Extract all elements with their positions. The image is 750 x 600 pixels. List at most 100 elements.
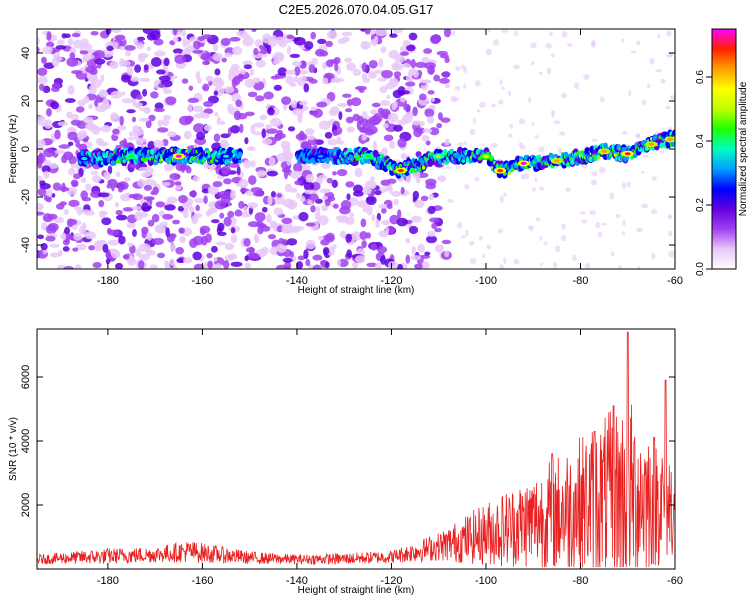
noise-cell xyxy=(79,130,88,139)
x-tick-label: -160 xyxy=(191,275,213,287)
noise-cell xyxy=(99,211,109,216)
noise-cell xyxy=(153,38,164,46)
noise-cell xyxy=(105,29,112,35)
colorbar: 0.0 0.2 0.4 0.6 Normalized spectral amplitu… xyxy=(695,28,749,276)
noise-cell xyxy=(88,245,96,251)
noise-cell xyxy=(37,156,43,164)
noise-cell xyxy=(305,258,311,267)
noise-cell xyxy=(261,138,273,145)
noise-cell xyxy=(454,85,461,91)
noise-cell xyxy=(377,107,385,114)
colorbar-tick-label: 0.4 xyxy=(695,134,706,148)
noise-cell xyxy=(272,60,281,65)
noise-cell xyxy=(559,131,566,136)
snr-series-line xyxy=(37,331,675,568)
noise-cell xyxy=(572,254,577,262)
noise-cell xyxy=(141,226,149,235)
noise-cell xyxy=(42,213,53,222)
noise-cell xyxy=(266,170,279,177)
x-tick-label: -100 xyxy=(475,275,497,287)
noise-cell xyxy=(183,210,189,219)
noise-cell xyxy=(460,235,466,239)
noise-cell xyxy=(71,69,83,75)
noise-cell xyxy=(332,204,339,209)
noise-cell xyxy=(70,163,80,169)
noise-cell xyxy=(79,225,87,235)
noise-cell xyxy=(286,45,291,55)
noise-cell xyxy=(431,222,438,229)
noise-cell xyxy=(131,206,142,211)
noise-cell xyxy=(213,43,219,52)
noise-cell xyxy=(497,228,503,234)
noise-cell xyxy=(378,230,389,238)
noise-cell xyxy=(236,30,248,37)
noise-cell xyxy=(92,262,102,269)
noise-cell xyxy=(650,209,658,215)
noise-cell xyxy=(274,133,282,142)
noise-cell xyxy=(381,207,387,214)
colorbar-fill xyxy=(712,29,736,269)
noise-cell xyxy=(117,125,127,131)
noise-cell xyxy=(316,101,328,108)
noise-cell xyxy=(223,216,232,227)
noise-cell xyxy=(360,218,367,228)
signal-cell xyxy=(584,147,591,156)
noise-cell xyxy=(43,170,50,179)
noise-cell xyxy=(351,261,359,269)
noise-cell xyxy=(307,199,313,205)
noise-cell xyxy=(371,102,381,108)
noise-cell xyxy=(192,49,204,54)
noise-cell xyxy=(211,219,220,224)
noise-cell xyxy=(553,120,561,125)
noise-cell xyxy=(642,154,649,158)
noise-cell xyxy=(212,52,223,62)
noise-cell xyxy=(433,74,441,82)
noise-cell xyxy=(152,237,164,245)
noise-cell xyxy=(294,180,302,186)
noise-cell xyxy=(550,53,556,58)
noise-cell xyxy=(214,111,219,117)
noise-cell xyxy=(474,80,481,87)
noise-cell xyxy=(43,147,55,158)
noise-cell xyxy=(380,46,387,54)
noise-cell xyxy=(56,264,66,269)
noise-cell xyxy=(207,260,213,269)
noise-cell xyxy=(337,102,348,108)
noise-cell xyxy=(139,77,151,82)
noise-cell xyxy=(37,203,44,211)
noise-cell xyxy=(115,144,123,149)
noise-cell xyxy=(195,71,201,80)
noise-cell xyxy=(230,261,243,267)
noise-cell xyxy=(213,256,218,262)
noise-cell xyxy=(396,217,408,227)
noise-cell xyxy=(91,125,101,135)
noise-cell xyxy=(72,39,84,49)
noise-cell xyxy=(317,38,327,45)
noise-cell xyxy=(146,46,152,51)
noise-cell xyxy=(307,135,316,141)
noise-cell xyxy=(219,139,229,149)
noise-cell xyxy=(261,206,268,213)
noise-cell xyxy=(105,258,111,265)
noise-cell xyxy=(230,234,238,244)
noise-cell xyxy=(660,150,664,154)
noise-cell xyxy=(195,204,200,212)
noise-cell xyxy=(145,119,152,129)
noise-cell xyxy=(282,257,293,263)
noise-cell xyxy=(296,261,304,269)
noise-cell xyxy=(233,110,242,121)
noise-cell xyxy=(479,101,486,108)
noise-cell xyxy=(503,192,507,197)
noise-cell xyxy=(334,61,339,72)
noise-cell xyxy=(161,119,170,126)
noise-cell xyxy=(210,245,218,253)
noise-cell xyxy=(69,47,77,54)
noise-cell xyxy=(345,233,352,243)
noise-cell xyxy=(425,140,431,146)
noise-cell xyxy=(179,227,185,234)
noise-cell xyxy=(622,130,628,135)
signal-cell xyxy=(670,140,675,147)
noise-cell xyxy=(561,30,568,38)
noise-cell xyxy=(368,59,378,69)
noise-cell xyxy=(381,219,391,226)
